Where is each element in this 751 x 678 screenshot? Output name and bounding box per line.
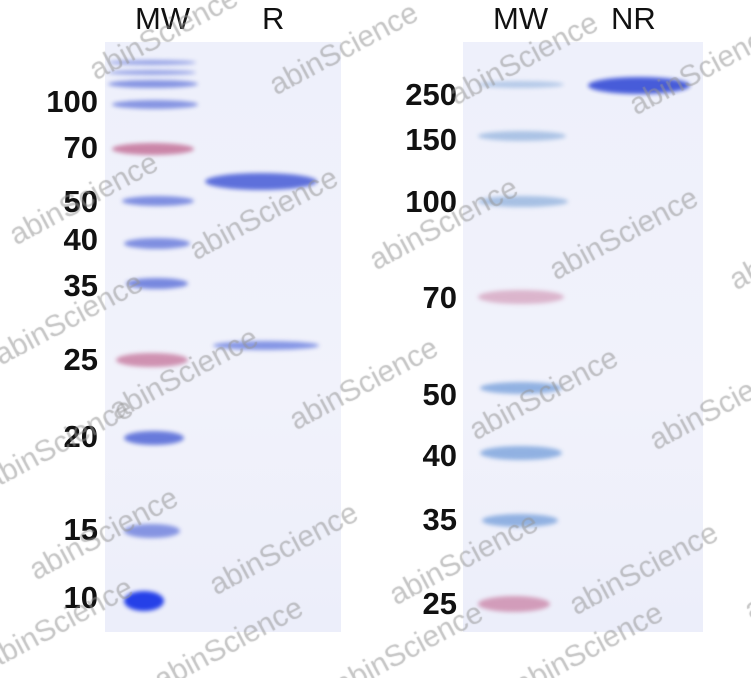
left-marker-50: 50 bbox=[63, 184, 98, 219]
gel-band bbox=[122, 196, 194, 206]
left-marker-20: 20 bbox=[63, 419, 98, 454]
gel-band bbox=[478, 131, 566, 141]
gel-band bbox=[478, 81, 564, 88]
gel-band bbox=[124, 524, 180, 538]
gel-band bbox=[126, 278, 188, 289]
left-gel bbox=[105, 42, 341, 632]
right-marker-70: 70 bbox=[422, 280, 457, 315]
gel-band bbox=[478, 290, 564, 304]
lane-label-r: R bbox=[262, 1, 285, 36]
gel-band bbox=[480, 382, 562, 394]
right-marker-25: 25 bbox=[422, 586, 457, 621]
gel-band bbox=[108, 80, 198, 88]
gel-band bbox=[108, 60, 196, 65]
right-gel bbox=[463, 42, 703, 632]
gel-band bbox=[124, 431, 184, 445]
left-marker-100: 100 bbox=[46, 84, 98, 119]
gel-band bbox=[112, 100, 198, 109]
gel-band bbox=[478, 196, 568, 207]
left-marker-35: 35 bbox=[63, 268, 98, 303]
gel-band bbox=[112, 143, 194, 155]
gel-band bbox=[213, 341, 319, 350]
left-marker-40: 40 bbox=[63, 222, 98, 257]
right-marker-150: 150 bbox=[405, 122, 457, 157]
left-marker-15: 15 bbox=[63, 512, 98, 547]
gel-band bbox=[205, 173, 317, 190]
lane-label-nr: NR bbox=[611, 1, 656, 36]
gel-band bbox=[124, 591, 164, 611]
right-marker-35: 35 bbox=[422, 502, 457, 537]
right-marker-50: 50 bbox=[422, 377, 457, 412]
left-marker-10: 10 bbox=[63, 580, 98, 615]
lane-label-mw-right: MW bbox=[493, 1, 549, 36]
gel-band bbox=[108, 70, 196, 75]
gel-band bbox=[124, 238, 190, 249]
right-marker-250: 250 bbox=[405, 77, 457, 112]
lane-label-mw-left: MW bbox=[135, 1, 191, 36]
left-marker-70: 70 bbox=[63, 130, 98, 165]
gel-band bbox=[478, 596, 550, 612]
gel-band bbox=[116, 353, 188, 367]
gel-band bbox=[480, 446, 562, 460]
right-marker-100: 100 bbox=[405, 184, 457, 219]
gel-band bbox=[588, 77, 690, 94]
gel-band bbox=[482, 514, 558, 527]
right-marker-40: 40 bbox=[422, 438, 457, 473]
left-marker-25: 25 bbox=[63, 342, 98, 377]
